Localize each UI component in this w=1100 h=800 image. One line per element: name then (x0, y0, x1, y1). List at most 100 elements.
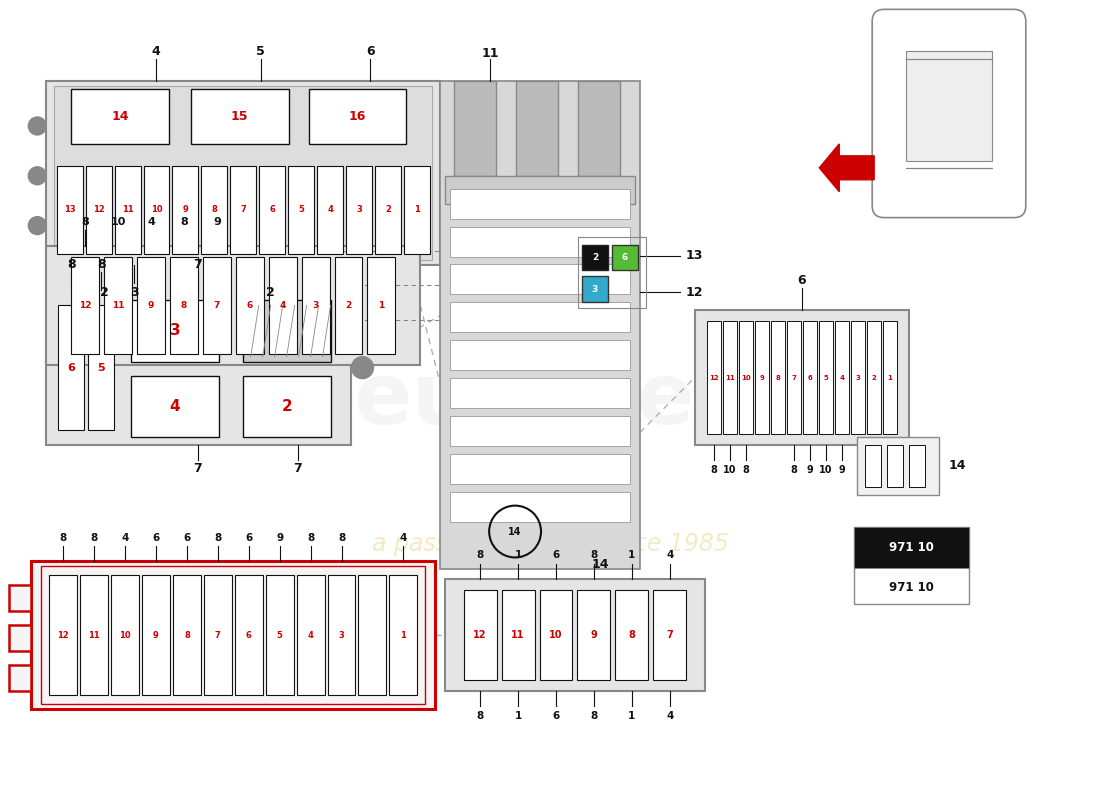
Text: 10: 10 (549, 630, 563, 640)
FancyBboxPatch shape (230, 166, 256, 254)
FancyBboxPatch shape (234, 575, 263, 695)
Text: 7: 7 (214, 630, 221, 640)
FancyBboxPatch shape (268, 257, 297, 354)
Text: 2: 2 (592, 253, 598, 262)
Circle shape (29, 117, 46, 135)
FancyBboxPatch shape (440, 81, 640, 570)
FancyBboxPatch shape (173, 575, 201, 695)
FancyBboxPatch shape (887, 445, 903, 486)
FancyBboxPatch shape (170, 257, 198, 354)
Text: 7: 7 (667, 630, 673, 640)
Polygon shape (820, 144, 874, 192)
Text: 6: 6 (246, 301, 253, 310)
FancyBboxPatch shape (454, 81, 496, 176)
Text: 971 10: 971 10 (889, 541, 934, 554)
FancyBboxPatch shape (201, 166, 228, 254)
Text: 9: 9 (806, 465, 813, 474)
Text: 11: 11 (512, 630, 525, 640)
FancyBboxPatch shape (389, 575, 417, 695)
Text: 7: 7 (194, 258, 202, 271)
Text: 3: 3 (356, 205, 362, 214)
Text: 12: 12 (686, 286, 703, 299)
Text: 7: 7 (194, 462, 202, 475)
FancyBboxPatch shape (367, 257, 395, 354)
FancyBboxPatch shape (450, 378, 630, 408)
FancyBboxPatch shape (46, 290, 351, 445)
FancyBboxPatch shape (104, 257, 132, 354)
FancyBboxPatch shape (771, 322, 785, 434)
Text: 12: 12 (79, 301, 91, 310)
Text: a passion for parts since 1985: a passion for parts since 1985 (372, 531, 728, 555)
Text: 8: 8 (214, 533, 221, 542)
Text: 1: 1 (628, 711, 636, 721)
Text: 6: 6 (245, 630, 252, 640)
FancyBboxPatch shape (191, 89, 288, 144)
FancyBboxPatch shape (260, 166, 285, 254)
FancyBboxPatch shape (375, 166, 400, 254)
FancyBboxPatch shape (872, 10, 1026, 218)
FancyBboxPatch shape (46, 246, 420, 365)
Text: 3: 3 (312, 301, 319, 310)
FancyBboxPatch shape (867, 322, 881, 434)
FancyBboxPatch shape (42, 566, 426, 704)
Text: 6: 6 (270, 205, 275, 214)
FancyBboxPatch shape (309, 89, 406, 144)
Text: 1: 1 (378, 301, 385, 310)
FancyBboxPatch shape (615, 590, 648, 680)
Text: 14: 14 (591, 558, 608, 571)
Text: 3: 3 (592, 285, 598, 294)
FancyBboxPatch shape (80, 575, 108, 695)
Text: 1: 1 (414, 205, 420, 214)
FancyBboxPatch shape (803, 322, 817, 434)
FancyBboxPatch shape (10, 665, 31, 691)
Text: 8: 8 (476, 550, 484, 561)
Circle shape (29, 167, 46, 185)
FancyBboxPatch shape (297, 575, 324, 695)
FancyBboxPatch shape (114, 166, 141, 254)
Text: 9: 9 (838, 465, 845, 474)
Text: 10: 10 (724, 465, 737, 474)
FancyBboxPatch shape (866, 445, 881, 486)
Text: 1: 1 (515, 550, 521, 561)
Text: 8: 8 (628, 630, 635, 640)
Text: 10: 10 (119, 630, 131, 640)
Text: 3: 3 (856, 374, 860, 381)
Text: 8: 8 (67, 258, 76, 271)
FancyBboxPatch shape (739, 322, 754, 434)
FancyBboxPatch shape (855, 526, 969, 604)
FancyBboxPatch shape (334, 257, 363, 354)
Text: 15: 15 (231, 110, 249, 123)
Text: 11: 11 (482, 46, 499, 60)
Text: 8: 8 (184, 630, 190, 640)
Text: 11: 11 (122, 205, 133, 214)
Text: 12: 12 (473, 630, 487, 640)
FancyBboxPatch shape (578, 81, 619, 176)
Circle shape (29, 217, 46, 234)
Text: 8: 8 (742, 465, 749, 474)
FancyBboxPatch shape (723, 322, 737, 434)
Text: 6: 6 (67, 362, 75, 373)
Text: 1: 1 (400, 630, 406, 640)
Text: 7: 7 (791, 374, 796, 381)
Text: 10: 10 (820, 465, 833, 474)
Text: 4: 4 (666, 711, 673, 721)
Text: 4: 4 (327, 205, 333, 214)
Text: 8: 8 (776, 374, 780, 381)
Text: 6: 6 (153, 533, 159, 542)
Text: 4: 4 (839, 374, 845, 381)
FancyBboxPatch shape (450, 454, 630, 484)
Text: 1: 1 (515, 711, 521, 721)
FancyBboxPatch shape (359, 575, 386, 695)
Text: 4: 4 (152, 45, 161, 58)
FancyBboxPatch shape (450, 416, 630, 446)
Text: 9: 9 (591, 630, 597, 640)
FancyBboxPatch shape (818, 322, 833, 434)
Text: 2: 2 (345, 301, 352, 310)
FancyBboxPatch shape (450, 492, 630, 522)
Text: 8: 8 (711, 465, 717, 474)
Text: 14: 14 (508, 526, 521, 537)
FancyBboxPatch shape (855, 526, 969, 568)
FancyBboxPatch shape (86, 166, 111, 254)
Text: 6: 6 (621, 253, 628, 262)
Text: 2: 2 (871, 374, 876, 381)
